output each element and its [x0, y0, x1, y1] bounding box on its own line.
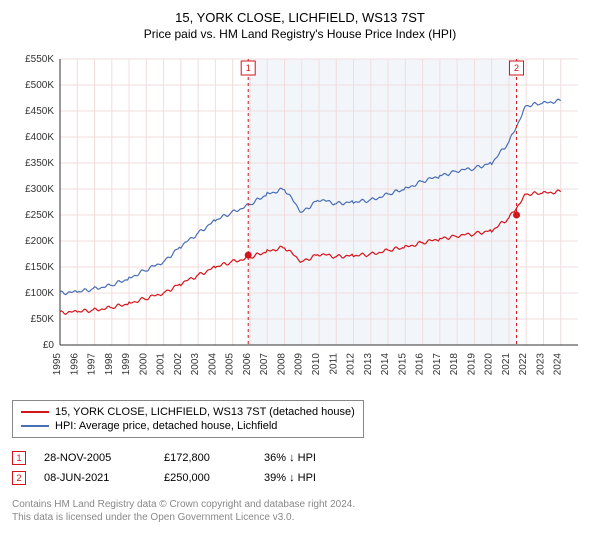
legend-box: 15, YORK CLOSE, LICHFIELD, WS13 7ST (det… [12, 400, 364, 438]
svg-text:2000: 2000 [138, 353, 149, 376]
legend-row: 15, YORK CLOSE, LICHFIELD, WS13 7ST (det… [21, 405, 355, 419]
svg-text:2012: 2012 [346, 353, 357, 376]
svg-text:£150K: £150K [25, 262, 54, 273]
svg-text:£400K: £400K [25, 132, 54, 143]
svg-text:2008: 2008 [276, 353, 287, 376]
sale-date: 28-NOV-2005 [44, 452, 164, 464]
sale-row: 1 28-NOV-2005£172,80036% ↓ HPI [12, 448, 588, 468]
svg-text:2017: 2017 [432, 353, 443, 376]
sale-rows: 1 28-NOV-2005£172,80036% ↓ HPI 2 08-JUN-202… [12, 448, 588, 488]
price-chart: £0 £50K £100K £150K £200K £250K £300K £350K £400… [12, 49, 588, 394]
legend-row: HPI: Average price, detached house, Lich… [21, 419, 355, 433]
svg-text:2019: 2019 [466, 353, 477, 376]
legend-swatch [21, 425, 49, 427]
svg-text:2006: 2006 [242, 353, 253, 376]
svg-text:2: 2 [514, 63, 519, 73]
sale-price: £250,000 [164, 472, 264, 484]
footer-line-1: Contains HM Land Registry data © Crown c… [12, 498, 588, 511]
svg-text:2002: 2002 [173, 353, 184, 376]
chart-svg: £0 £50K £100K £150K £200K £250K £300K £350K £400… [12, 49, 588, 389]
svg-text:£250K: £250K [25, 210, 54, 221]
svg-text:1996: 1996 [69, 353, 80, 376]
svg-text:2016: 2016 [415, 353, 426, 376]
svg-text:1999: 1999 [121, 353, 132, 376]
svg-text:£350K: £350K [25, 158, 54, 169]
svg-text:2014: 2014 [380, 353, 391, 376]
svg-text:£50K: £50K [31, 314, 55, 325]
svg-text:2001: 2001 [156, 353, 167, 376]
sale-marker: 2 [12, 471, 26, 485]
svg-text:2011: 2011 [328, 353, 339, 375]
svg-text:2022: 2022 [518, 353, 529, 376]
sale-row: 2 08-JUN-2021£250,00039% ↓ HPI [12, 468, 588, 488]
sale-price: £172,800 [164, 452, 264, 464]
legend-label: 15, YORK CLOSE, LICHFIELD, WS13 7ST (det… [55, 406, 355, 418]
svg-text:1998: 1998 [104, 353, 115, 376]
svg-text:2015: 2015 [397, 353, 408, 376]
svg-text:1: 1 [246, 63, 251, 73]
svg-text:1995: 1995 [52, 353, 63, 376]
footer-text: Contains HM Land Registry data © Crown c… [12, 498, 588, 524]
page-title: 15, YORK CLOSE, LICHFIELD, WS13 7ST [12, 10, 588, 25]
svg-text:£300K: £300K [25, 184, 54, 195]
svg-text:2009: 2009 [294, 353, 305, 376]
footer-line-2: This data is licensed under the Open Gov… [12, 511, 588, 524]
legend-swatch [21, 411, 49, 413]
svg-text:1997: 1997 [87, 353, 98, 376]
legend-label: HPI: Average price, detached house, Lich… [55, 420, 277, 432]
svg-text:2023: 2023 [535, 353, 546, 376]
svg-text:2020: 2020 [484, 353, 495, 376]
svg-text:£200K: £200K [25, 236, 54, 247]
svg-text:2003: 2003 [190, 353, 201, 376]
svg-text:£100K: £100K [25, 288, 54, 299]
svg-text:£450K: £450K [25, 106, 54, 117]
svg-text:2018: 2018 [449, 353, 460, 376]
svg-text:2024: 2024 [553, 353, 564, 376]
svg-text:2013: 2013 [363, 353, 374, 376]
svg-text:2005: 2005 [225, 353, 236, 376]
sale-diff: 39% ↓ HPI [264, 472, 384, 484]
svg-text:2004: 2004 [207, 353, 218, 376]
sale-marker: 1 [12, 451, 26, 465]
svg-text:£0: £0 [43, 340, 55, 351]
sale-diff: 36% ↓ HPI [264, 452, 384, 464]
sale-date: 08-JUN-2021 [44, 472, 164, 484]
page-subtitle: Price paid vs. HM Land Registry's House … [12, 27, 588, 41]
svg-text:£500K: £500K [25, 80, 54, 91]
svg-text:2007: 2007 [259, 353, 270, 376]
svg-text:2021: 2021 [501, 353, 512, 376]
svg-text:£550K: £550K [25, 54, 54, 65]
svg-text:2010: 2010 [311, 353, 322, 376]
